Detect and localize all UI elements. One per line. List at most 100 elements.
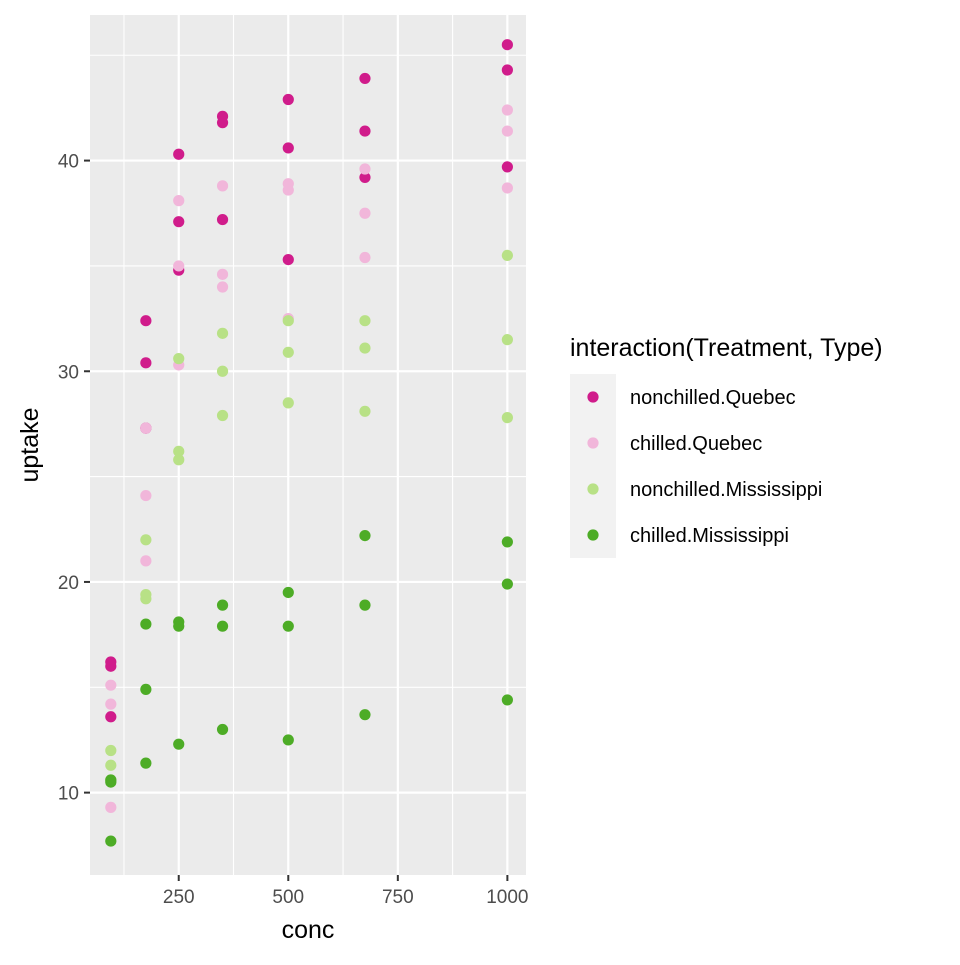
legend-title: interaction(Treatment, Type) xyxy=(570,334,883,362)
point-nonchilled-quebec xyxy=(173,216,185,228)
point-chilled-mississippi xyxy=(105,835,117,847)
y-axis-title: uptake xyxy=(16,407,44,482)
point-nonchilled-quebec xyxy=(501,39,513,51)
point-chilled-mississippi xyxy=(282,734,294,746)
point-nonchilled-mississippi xyxy=(216,365,229,377)
point-nonchilled-mississippi xyxy=(282,397,294,409)
point-nonchilled-mississippi xyxy=(282,315,294,327)
point-nonchilled-mississippi xyxy=(105,744,117,757)
point-nonchilled-mississippi xyxy=(140,588,152,601)
point-chilled-mississippi xyxy=(216,723,229,736)
point-nonchilled-mississippi xyxy=(359,315,371,327)
x-axis: 250 500 750 1000 xyxy=(163,875,529,908)
legend-key-chilled-mississippi xyxy=(587,529,599,541)
point-chilled-mississippi xyxy=(501,536,513,548)
point-chilled-quebec xyxy=(501,125,513,137)
point-nonchilled-quebec xyxy=(359,171,371,184)
point-chilled-quebec xyxy=(140,422,152,434)
point-nonchilled-mississippi xyxy=(501,334,513,346)
point-nonchilled-quebec xyxy=(501,161,513,173)
point-nonchilled-mississippi xyxy=(216,327,229,339)
point-chilled-quebec xyxy=(140,489,152,502)
point-nonchilled-quebec xyxy=(282,254,294,266)
point-chilled-mississippi xyxy=(282,586,294,599)
legend-items: nonchilled.Quebec chilled.Quebec nonchille… xyxy=(587,387,822,547)
point-nonchilled-quebec xyxy=(105,711,117,723)
point-nonchilled-quebec xyxy=(216,110,229,122)
legend-label-chilled-quebec: chilled.Quebec xyxy=(630,433,762,455)
x-axis-title: conc xyxy=(282,916,335,944)
point-nonchilled-mississippi xyxy=(105,759,117,771)
point-chilled-mississippi xyxy=(216,599,229,611)
point-chilled-quebec xyxy=(216,180,229,192)
legend-label-nonchilled-quebec: nonchilled.Quebec xyxy=(630,387,796,409)
point-nonchilled-quebec xyxy=(105,656,117,668)
point-nonchilled-mississippi xyxy=(173,445,185,457)
point-nonchilled-mississippi xyxy=(359,405,371,417)
point-nonchilled-mississippi xyxy=(501,249,513,261)
panel-background xyxy=(90,15,526,875)
point-nonchilled-mississippi xyxy=(501,412,513,424)
y-tick-label: 30 xyxy=(58,362,79,383)
y-tick-label: 20 xyxy=(58,573,79,594)
point-nonchilled-mississippi xyxy=(282,346,294,358)
x-tick-label: 250 xyxy=(163,887,195,908)
point-chilled-mississippi xyxy=(140,683,152,695)
point-chilled-mississippi xyxy=(173,738,185,750)
point-chilled-mississippi xyxy=(282,620,294,632)
point-nonchilled-mississippi xyxy=(359,342,371,354)
legend-label-chilled-mississippi: chilled.Mississippi xyxy=(630,525,789,547)
point-chilled-quebec xyxy=(359,207,371,219)
point-chilled-mississippi xyxy=(173,620,185,632)
legend-label-nonchilled-mississippi: nonchilled.Mississippi xyxy=(630,479,822,501)
major-gridlines xyxy=(90,15,526,875)
point-nonchilled-quebec xyxy=(282,142,294,154)
point-nonchilled-quebec xyxy=(216,213,229,226)
point-nonchilled-quebec xyxy=(140,315,152,327)
point-nonchilled-quebec xyxy=(359,125,371,137)
point-chilled-quebec xyxy=(105,801,117,813)
point-nonchilled-quebec xyxy=(359,72,371,85)
point-chilled-quebec xyxy=(359,251,371,264)
x-tick-label: 500 xyxy=(272,887,304,908)
point-chilled-quebec xyxy=(140,555,152,567)
legend-key-nonchilled-mississippi xyxy=(587,483,599,495)
point-chilled-mississippi xyxy=(216,620,229,632)
point-chilled-quebec xyxy=(501,182,513,194)
point-nonchilled-quebec xyxy=(501,64,513,76)
point-chilled-mississippi xyxy=(140,757,152,769)
point-chilled-mississippi xyxy=(501,694,513,706)
point-nonchilled-mississippi xyxy=(140,534,152,546)
x-tick-label: 1000 xyxy=(486,887,528,908)
point-chilled-mississippi xyxy=(140,618,152,630)
point-chilled-quebec xyxy=(282,178,294,190)
point-chilled-quebec xyxy=(173,260,185,272)
point-chilled-quebec xyxy=(501,104,513,116)
point-chilled-quebec xyxy=(359,163,371,175)
point-chilled-quebec xyxy=(105,679,117,691)
y-tick-label: 40 xyxy=(58,152,79,173)
y-tick-label: 10 xyxy=(58,784,79,805)
minor-gridlines xyxy=(90,15,526,875)
point-chilled-quebec xyxy=(173,195,185,207)
point-chilled-mississippi xyxy=(501,578,513,590)
legend-key-nonchilled-quebec xyxy=(587,391,599,403)
point-chilled-mississippi xyxy=(359,529,371,542)
point-chilled-mississippi xyxy=(359,599,371,611)
point-chilled-mississippi xyxy=(359,709,371,721)
point-nonchilled-quebec xyxy=(173,148,185,160)
legend-key-background xyxy=(570,374,616,558)
legend: interaction(Treatment, Type) nonchilled.… xyxy=(570,334,883,558)
point-chilled-quebec xyxy=(105,698,117,710)
point-chilled-mississippi xyxy=(105,774,117,786)
y-axis: 10 20 30 40 xyxy=(58,152,90,805)
legend-key-chilled-quebec xyxy=(587,437,599,449)
point-chilled-quebec xyxy=(216,268,229,280)
x-tick-label: 750 xyxy=(382,887,414,908)
data-points xyxy=(105,39,513,847)
point-nonchilled-mississippi xyxy=(173,454,185,466)
point-nonchilled-mississippi xyxy=(173,353,185,365)
point-chilled-quebec xyxy=(216,281,229,293)
